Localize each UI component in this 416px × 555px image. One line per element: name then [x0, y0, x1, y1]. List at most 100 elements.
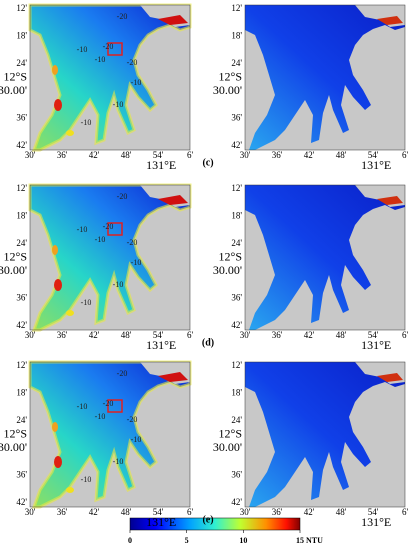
contour-label: -20: [117, 369, 128, 378]
y-label: 36': [16, 113, 27, 123]
lat-label: 12°S: [219, 69, 242, 83]
map-frame: [29, 4, 191, 151]
y-label: 30.00': [213, 440, 242, 454]
y-label: 42': [231, 320, 242, 330]
panel-label: (d): [202, 337, 214, 348]
y-label: 24': [231, 238, 242, 248]
x-label: 54': [368, 330, 379, 340]
y-label: 18': [16, 387, 27, 397]
map-panel: 12' 18' 24' 30.00' 36' 42' 12°S 30' 36' 42' 48' 54'…: [0, 183, 193, 352]
x-label: 36': [272, 330, 283, 340]
y-label: 12': [16, 360, 27, 370]
map-panel: 12' 18' 24' 30.00' 36' 42' 12°S 30' 36' 42' 48' 54'…: [0, 360, 193, 529]
y-label: 42': [16, 497, 27, 507]
contour-label: -20: [103, 399, 114, 408]
lon-label: 131°E: [361, 338, 391, 352]
map-frame: [244, 4, 406, 151]
lon-label: 131°E: [361, 515, 391, 529]
x-label: 42': [304, 150, 315, 160]
x-label: 54': [368, 507, 379, 517]
y-label: 42': [16, 320, 27, 330]
x-label: 42': [89, 507, 100, 517]
y-label: 18': [231, 387, 242, 397]
contour-label: -10: [77, 45, 88, 54]
contour-label: -10: [95, 235, 106, 244]
y-label: 24': [16, 238, 27, 248]
y-label: 42': [231, 497, 242, 507]
colorbar: [129, 517, 301, 531]
contour-label: -20: [117, 192, 128, 201]
y-label: 18': [231, 210, 242, 220]
map-panel: 12' 18' 24' 30.00' 36' 42' 12°S 30' 36' 42' 48' 54'…: [213, 3, 409, 172]
contour-label: -10: [77, 402, 88, 411]
x-label: 48': [121, 150, 132, 160]
map-panel: 12' 18' 24' 30.00' 36' 42' 12°S 30' 36' 42' 48' 54'…: [213, 183, 409, 352]
x-label: 6': [187, 507, 194, 517]
contour-label: -10: [81, 298, 92, 307]
y-label: 12': [16, 183, 27, 193]
map-image: [30, 185, 190, 330]
contour-label: -10: [81, 118, 92, 127]
y-label: 12': [231, 360, 242, 370]
contour-label: -20: [117, 12, 128, 21]
x-label: 30': [240, 150, 251, 160]
x-label: 54': [153, 507, 164, 517]
y-label: 30.00': [0, 83, 27, 97]
y-label: 42': [16, 140, 27, 150]
x-label: 6': [187, 150, 194, 160]
y-label: 12': [231, 183, 242, 193]
x-label: 42': [89, 330, 100, 340]
contour-label: -10: [113, 280, 124, 289]
y-label: 42': [231, 140, 242, 150]
map-frame: [29, 184, 191, 331]
y-label: 30.00': [0, 263, 27, 277]
contour-label: -10: [81, 475, 92, 484]
y-label: 30.00': [213, 263, 242, 277]
y-label: 24': [16, 58, 27, 68]
y-label: 36': [231, 470, 242, 480]
contour-label: -10: [131, 78, 142, 87]
x-label: 36': [57, 330, 68, 340]
contour-label: -10: [95, 412, 106, 421]
map-image: [245, 362, 405, 507]
map-panel: 12' 18' 24' 30.00' 36' 42' 12°S 30' 36' 42' 48' 54'…: [213, 360, 409, 529]
contour-label: -10: [131, 435, 142, 444]
map-frame: [244, 184, 406, 331]
lon-label: 131°E: [361, 158, 391, 172]
y-label: 18': [16, 30, 27, 40]
x-label: 36': [57, 507, 68, 517]
contour-label: -20: [103, 222, 114, 231]
x-label: 42': [304, 507, 315, 517]
lat-label: 12°S: [4, 69, 27, 83]
x-label: 30': [240, 330, 251, 340]
x-label: 48': [336, 330, 347, 340]
contour-label: -20: [127, 58, 138, 67]
x-label: 48': [121, 507, 132, 517]
y-label: 18': [231, 30, 242, 40]
contour-label: -20: [127, 238, 138, 247]
y-label: 12': [16, 3, 27, 13]
contour-label: -10: [113, 457, 124, 466]
x-label: 36': [272, 150, 283, 160]
contour-label: -10: [77, 225, 88, 234]
x-label: 42': [304, 330, 315, 340]
x-label: 30': [240, 507, 251, 517]
x-label: 48': [336, 150, 347, 160]
panel-label: (e): [202, 514, 213, 525]
x-label: 54': [153, 150, 164, 160]
x-label: 54': [368, 150, 379, 160]
y-label: 24': [231, 58, 242, 68]
panel-label: (c): [202, 157, 213, 168]
lat-label: 12°S: [4, 249, 27, 263]
x-label: 48': [336, 507, 347, 517]
lat-label: 12°S: [219, 426, 242, 440]
lat-label: 12°S: [219, 249, 242, 263]
contour-label: -20: [127, 415, 138, 424]
x-label: 30': [25, 150, 36, 160]
x-label: 6': [187, 330, 194, 340]
x-label: 30': [25, 507, 36, 517]
y-label: 36': [16, 470, 27, 480]
x-label: 30': [25, 330, 36, 340]
y-label: 36': [231, 293, 242, 303]
map-image: [30, 362, 190, 507]
